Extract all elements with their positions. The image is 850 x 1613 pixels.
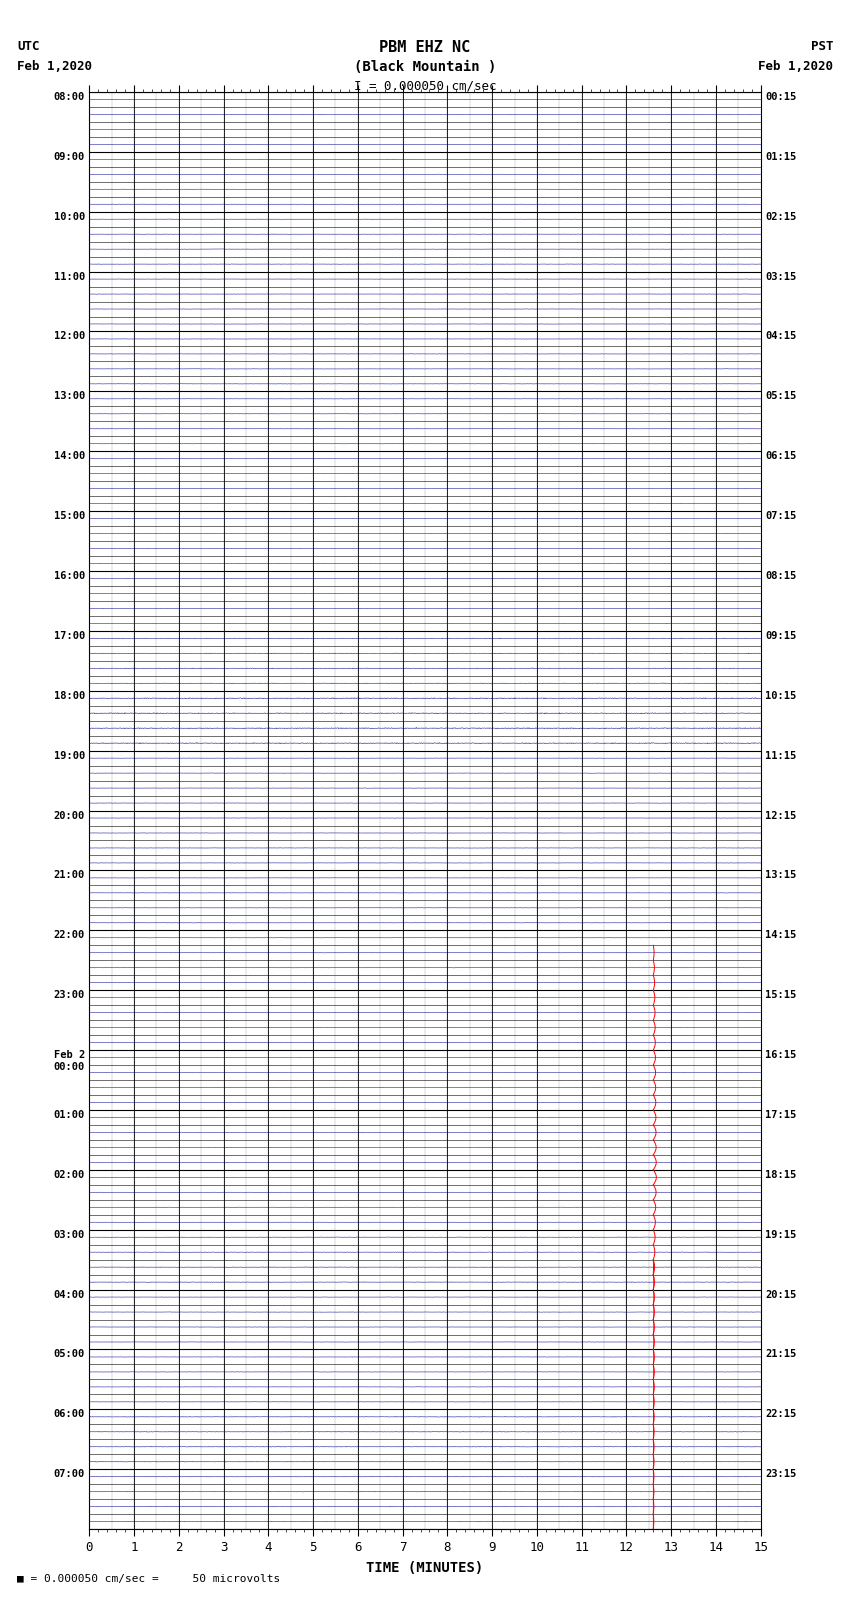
Text: 16:00: 16:00 (54, 571, 85, 581)
Text: 23:15: 23:15 (765, 1469, 796, 1479)
X-axis label: TIME (MINUTES): TIME (MINUTES) (366, 1561, 484, 1574)
Text: 05:00: 05:00 (54, 1350, 85, 1360)
Text: 19:15: 19:15 (765, 1229, 796, 1240)
Text: 08:00: 08:00 (54, 92, 85, 102)
Text: 08:15: 08:15 (765, 571, 796, 581)
Text: 03:00: 03:00 (54, 1229, 85, 1240)
Text: 14:00: 14:00 (54, 452, 85, 461)
Text: 18:00: 18:00 (54, 690, 85, 700)
Text: 21:15: 21:15 (765, 1350, 796, 1360)
Text: 07:15: 07:15 (765, 511, 796, 521)
Text: 20:00: 20:00 (54, 811, 85, 821)
Text: 11:00: 11:00 (54, 271, 85, 282)
Text: 19:00: 19:00 (54, 750, 85, 761)
Text: 02:00: 02:00 (54, 1169, 85, 1179)
Text: 15:15: 15:15 (765, 990, 796, 1000)
Text: 13:00: 13:00 (54, 392, 85, 402)
Text: 17:15: 17:15 (765, 1110, 796, 1119)
Text: 17:00: 17:00 (54, 631, 85, 640)
Text: 02:15: 02:15 (765, 211, 796, 221)
Text: PBM EHZ NC: PBM EHZ NC (379, 40, 471, 55)
Text: Feb 2
00:00: Feb 2 00:00 (54, 1050, 85, 1071)
Text: 09:00: 09:00 (54, 152, 85, 161)
Text: PST: PST (811, 40, 833, 53)
Text: 16:15: 16:15 (765, 1050, 796, 1060)
Text: 22:00: 22:00 (54, 931, 85, 940)
Text: 23:00: 23:00 (54, 990, 85, 1000)
Text: 07:00: 07:00 (54, 1469, 85, 1479)
Text: UTC: UTC (17, 40, 39, 53)
Text: 06:00: 06:00 (54, 1410, 85, 1419)
Text: (Black Mountain ): (Black Mountain ) (354, 60, 496, 74)
Text: 13:15: 13:15 (765, 871, 796, 881)
Text: 10:00: 10:00 (54, 211, 85, 221)
Text: 01:15: 01:15 (765, 152, 796, 161)
Text: 12:15: 12:15 (765, 811, 796, 821)
Text: 18:15: 18:15 (765, 1169, 796, 1179)
Text: 14:15: 14:15 (765, 931, 796, 940)
Text: 05:15: 05:15 (765, 392, 796, 402)
Text: 01:00: 01:00 (54, 1110, 85, 1119)
Text: 21:00: 21:00 (54, 871, 85, 881)
Text: 10:15: 10:15 (765, 690, 796, 700)
Text: ■ = 0.000050 cm/sec =     50 microvolts: ■ = 0.000050 cm/sec = 50 microvolts (17, 1574, 280, 1584)
Text: 04:15: 04:15 (765, 332, 796, 342)
Text: 06:15: 06:15 (765, 452, 796, 461)
Text: Feb 1,2020: Feb 1,2020 (758, 60, 833, 73)
Text: 22:15: 22:15 (765, 1410, 796, 1419)
Text: 11:15: 11:15 (765, 750, 796, 761)
Text: 09:15: 09:15 (765, 631, 796, 640)
Text: 00:15: 00:15 (765, 92, 796, 102)
Text: 12:00: 12:00 (54, 332, 85, 342)
Text: 15:00: 15:00 (54, 511, 85, 521)
Text: 03:15: 03:15 (765, 271, 796, 282)
Text: 04:00: 04:00 (54, 1290, 85, 1300)
Text: 20:15: 20:15 (765, 1290, 796, 1300)
Text: Feb 1,2020: Feb 1,2020 (17, 60, 92, 73)
Text: I = 0.000050 cm/sec: I = 0.000050 cm/sec (354, 79, 496, 92)
